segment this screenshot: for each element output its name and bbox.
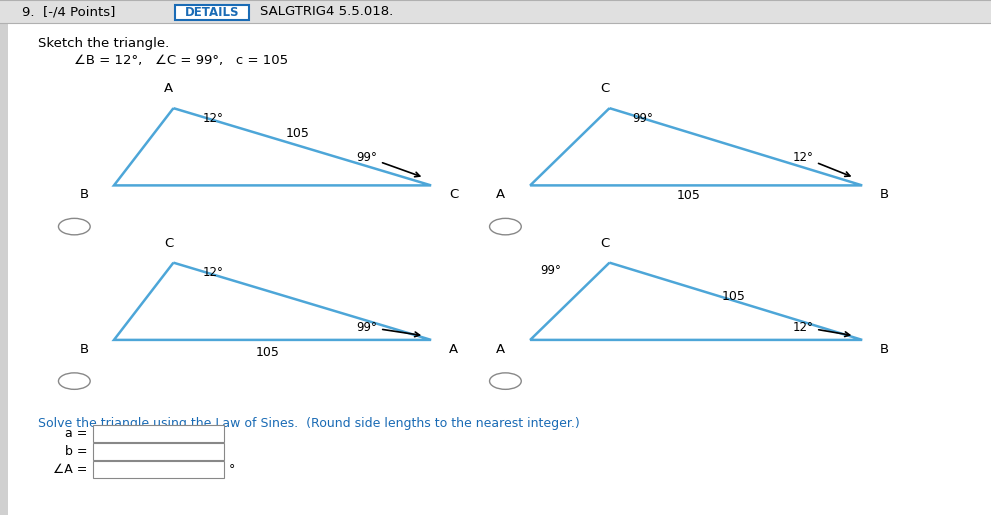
Text: A: A bbox=[449, 342, 458, 356]
Text: A: A bbox=[496, 342, 505, 356]
Text: 9.  [-/4 Points]: 9. [-/4 Points] bbox=[22, 5, 115, 18]
Text: °: ° bbox=[229, 463, 235, 476]
Text: C: C bbox=[449, 188, 458, 201]
Circle shape bbox=[58, 373, 90, 389]
Text: C: C bbox=[600, 237, 609, 250]
Text: 12°: 12° bbox=[203, 112, 224, 125]
Text: 99°: 99° bbox=[632, 112, 653, 125]
Text: 12°: 12° bbox=[203, 266, 224, 280]
Text: Solve the triangle using the Law of Sines.  (Round side lengths to the nearest i: Solve the triangle using the Law of Sine… bbox=[38, 417, 580, 430]
Circle shape bbox=[490, 373, 521, 389]
Circle shape bbox=[490, 218, 521, 235]
Circle shape bbox=[58, 218, 90, 235]
Text: Sketch the triangle.: Sketch the triangle. bbox=[38, 37, 168, 50]
Text: B: B bbox=[80, 188, 89, 201]
Text: a =: a = bbox=[64, 427, 87, 440]
Text: b =: b = bbox=[64, 445, 87, 458]
Text: C: C bbox=[600, 82, 609, 95]
FancyBboxPatch shape bbox=[93, 461, 224, 478]
Text: 99°: 99° bbox=[540, 264, 561, 277]
Text: B: B bbox=[80, 342, 89, 356]
Text: A: A bbox=[164, 82, 173, 95]
FancyBboxPatch shape bbox=[93, 443, 224, 460]
Text: 99°: 99° bbox=[356, 150, 420, 177]
FancyBboxPatch shape bbox=[0, 0, 991, 23]
Text: C: C bbox=[164, 237, 173, 250]
Text: SALGTRIG4 5.5.018.: SALGTRIG4 5.5.018. bbox=[260, 5, 392, 18]
Text: 99°: 99° bbox=[356, 320, 419, 337]
Text: 105: 105 bbox=[256, 346, 279, 359]
FancyBboxPatch shape bbox=[0, 23, 8, 515]
FancyBboxPatch shape bbox=[93, 425, 224, 442]
Text: 105: 105 bbox=[721, 289, 745, 303]
Text: B: B bbox=[880, 188, 889, 201]
Text: A: A bbox=[496, 188, 505, 201]
FancyBboxPatch shape bbox=[175, 5, 249, 20]
Text: 105: 105 bbox=[285, 127, 309, 141]
Text: B: B bbox=[880, 342, 889, 356]
Text: DETAILS: DETAILS bbox=[185, 6, 239, 19]
Text: ∠A =: ∠A = bbox=[53, 463, 87, 476]
Text: 105: 105 bbox=[677, 189, 701, 202]
Text: 12°: 12° bbox=[792, 150, 850, 177]
Text: 12°: 12° bbox=[792, 320, 849, 336]
FancyBboxPatch shape bbox=[0, 18, 991, 515]
Text: ∠B = 12°,   ∠C = 99°,   c = 105: ∠B = 12°, ∠C = 99°, c = 105 bbox=[74, 54, 288, 67]
